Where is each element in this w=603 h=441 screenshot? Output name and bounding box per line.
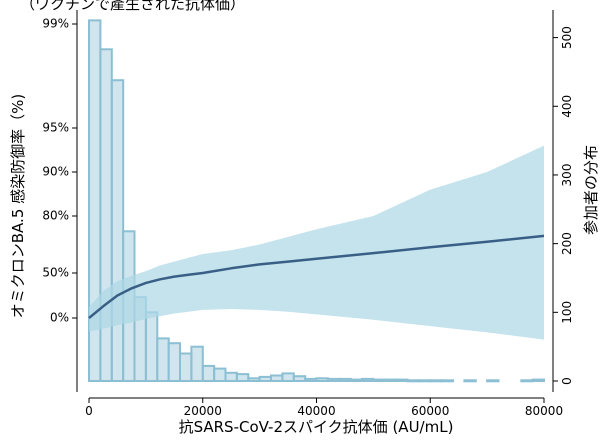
histogram-bar (304, 377, 318, 382)
histogram-bar (531, 378, 545, 383)
histogram-bar (99, 48, 113, 383)
histogram-bar (463, 379, 477, 383)
right-tick-label: 0 (560, 377, 574, 385)
top-caption: （ワクチンで產生された抗体価） (20, 0, 245, 13)
histogram-bar (395, 378, 409, 383)
histogram-bar (235, 373, 250, 383)
right-tick-label: 100 (560, 301, 574, 324)
histogram-bar (156, 337, 170, 382)
confidence-band (89, 145, 544, 340)
histogram-bar (349, 378, 364, 383)
histogram-bar (144, 311, 159, 382)
left-tick-label: 95% (42, 121, 69, 135)
right-axis-title: 参加者の分布 (582, 145, 600, 235)
histogram-bar (247, 377, 261, 382)
histogram-bar (270, 374, 284, 382)
histogram-bar (213, 367, 227, 383)
histogram-bar (520, 379, 534, 383)
x-tick-label: 20000 (184, 404, 222, 418)
right-tick-label: 500 (560, 26, 574, 49)
histogram-bar (372, 378, 386, 383)
histogram-bar (167, 342, 182, 383)
left-tick-label: 50% (42, 266, 69, 280)
confidence-band-layer (89, 145, 544, 340)
left-tick-label: 99% (42, 17, 69, 31)
histogram-bar (281, 372, 295, 382)
histogram-bar (258, 375, 273, 382)
histogram-bar (110, 79, 125, 382)
histogram-bar (190, 345, 204, 383)
histogram-bar (224, 371, 238, 382)
histogram-bar (361, 377, 375, 382)
x-tick-label: 80000 (525, 404, 563, 418)
left-tick-label: 80% (42, 209, 69, 223)
x-axis-title: 抗SARS-CoV-2スパイク抗体価 (AU/mL) (179, 418, 454, 436)
protection-curve-layer (88, 234, 545, 319)
histogram-bar (338, 377, 352, 382)
histogram-bar (417, 379, 432, 383)
left-axis-title: オミクロンBA.5 感染防御率（%) (9, 94, 27, 318)
x-tick-label: 0 (85, 404, 93, 418)
left-tick-label: 0% (50, 311, 69, 325)
histogram-bar (201, 364, 216, 382)
histogram-bar (440, 379, 455, 383)
right-tick-label: 200 (560, 232, 574, 255)
histogram-bar (406, 379, 420, 383)
right-tick-label: 400 (560, 95, 574, 118)
histogram-bar (179, 352, 193, 382)
protection-curve (88, 234, 545, 319)
x-tick-label: 40000 (297, 404, 335, 418)
axes-layer: 99% 95% 90% 80% 50% 0% 0 100 200 300 400 500 0 20000 4… (42, 10, 574, 418)
histogram-bar (315, 377, 329, 382)
x-tick-label: 60000 (411, 404, 449, 418)
histogram-bar (383, 378, 398, 383)
histogram-bar (292, 375, 307, 383)
histogram-bar (486, 379, 500, 383)
histogram-bar (326, 377, 341, 382)
right-tick-label: 300 (560, 164, 574, 187)
histogram-bar (429, 379, 443, 383)
left-tick-label: 90% (42, 165, 69, 179)
